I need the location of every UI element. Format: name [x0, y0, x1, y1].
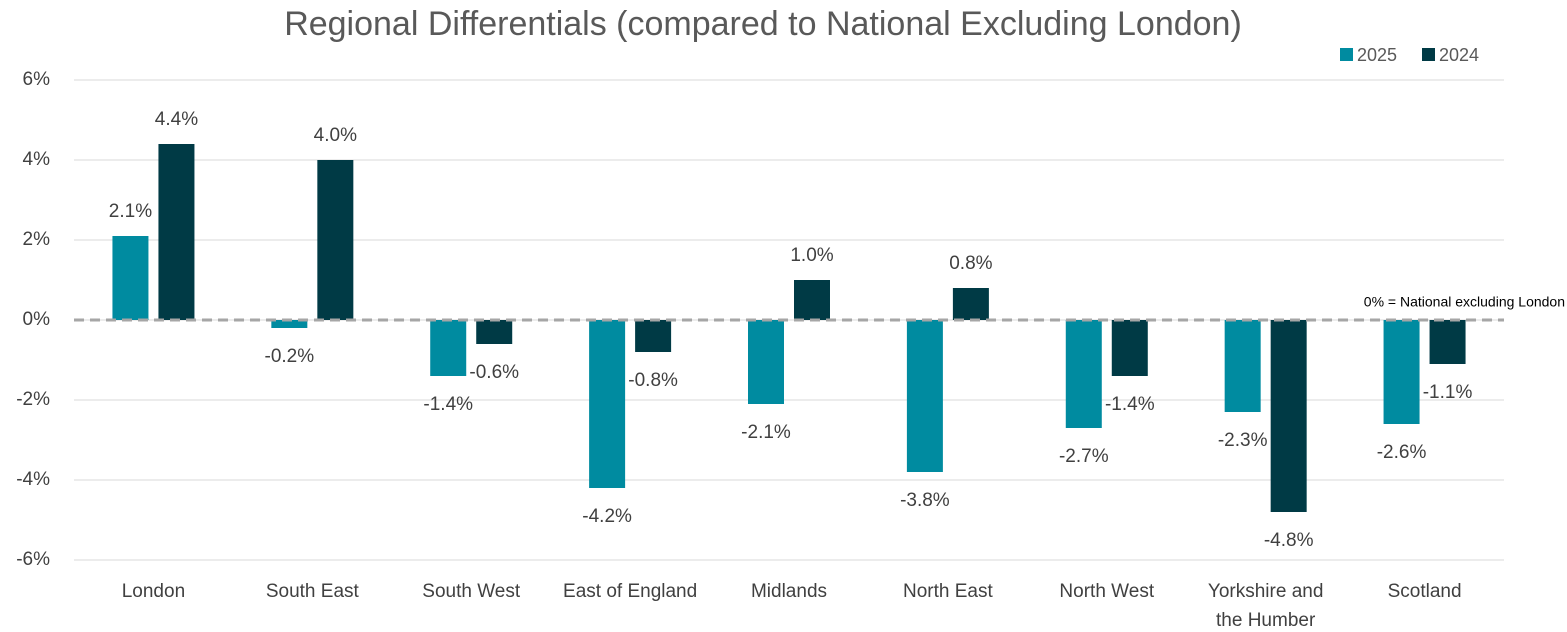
- y-tick-label: -2%: [16, 389, 50, 410]
- bar: [1429, 320, 1466, 364]
- data-label: -1.4%: [1105, 394, 1155, 415]
- y-tick-label: 4%: [23, 149, 51, 170]
- x-tick-label: South East: [266, 581, 360, 602]
- data-label: -2.6%: [1377, 442, 1427, 463]
- data-label: -2.7%: [1059, 446, 1109, 467]
- x-tick-label: Scotland: [1388, 581, 1462, 602]
- y-tick-label: 0%: [23, 309, 51, 330]
- data-label: 0.8%: [949, 253, 992, 274]
- y-tick-label: -6%: [16, 549, 50, 570]
- data-label: -0.6%: [469, 362, 519, 383]
- bar: [1111, 320, 1148, 376]
- chart-title: Regional Differentials (compared to Nati…: [284, 5, 1242, 43]
- x-tick-label: Midlands: [751, 581, 827, 602]
- bar: [112, 236, 149, 320]
- bar: [430, 320, 467, 376]
- bar: [271, 320, 308, 328]
- bar: [317, 160, 354, 320]
- bar: [1383, 320, 1420, 424]
- data-label: -4.8%: [1264, 530, 1314, 551]
- legend-label: 2025: [1357, 45, 1397, 65]
- bar: [748, 320, 784, 404]
- x-tick-label: North East: [903, 581, 993, 602]
- data-label: 2.1%: [109, 201, 152, 222]
- data-label: -1.1%: [1423, 382, 1473, 403]
- data-label: -2.3%: [1218, 430, 1268, 451]
- legend-label: 2024: [1439, 45, 1479, 65]
- bar: [589, 320, 626, 488]
- x-tick-label: Yorkshire and the Humber: [1208, 581, 1323, 631]
- y-tick-label: -4%: [16, 469, 50, 490]
- bar: [794, 280, 830, 320]
- x-tick-label: London: [122, 581, 185, 602]
- annotation: 0% = National excluding London: [1364, 294, 1565, 310]
- data-label: -1.4%: [423, 394, 473, 415]
- bar: [952, 288, 989, 320]
- bar: [1270, 320, 1307, 512]
- data-label: -2.1%: [741, 422, 791, 443]
- data-label: 4.0%: [314, 125, 357, 146]
- data-label: -0.2%: [265, 346, 315, 367]
- data-label: -0.8%: [628, 370, 678, 391]
- x-tick-label: East of England: [563, 581, 697, 602]
- data-label: -4.2%: [582, 506, 632, 527]
- bar: [635, 320, 672, 352]
- y-tick-label: 6%: [23, 69, 51, 90]
- bar: [906, 320, 943, 472]
- legend-swatch: [1340, 48, 1353, 61]
- data-label: 4.4%: [155, 109, 198, 130]
- legend-swatch: [1422, 48, 1435, 61]
- bar: [1224, 320, 1261, 412]
- y-tick-label: 2%: [23, 229, 51, 250]
- x-tick-label: North West: [1059, 581, 1154, 602]
- bar: [158, 144, 195, 320]
- bar: [1065, 320, 1102, 428]
- bar: [476, 320, 513, 344]
- data-label: -3.8%: [900, 490, 950, 511]
- x-tick-label: South West: [422, 581, 521, 602]
- data-label: 1.0%: [790, 245, 833, 266]
